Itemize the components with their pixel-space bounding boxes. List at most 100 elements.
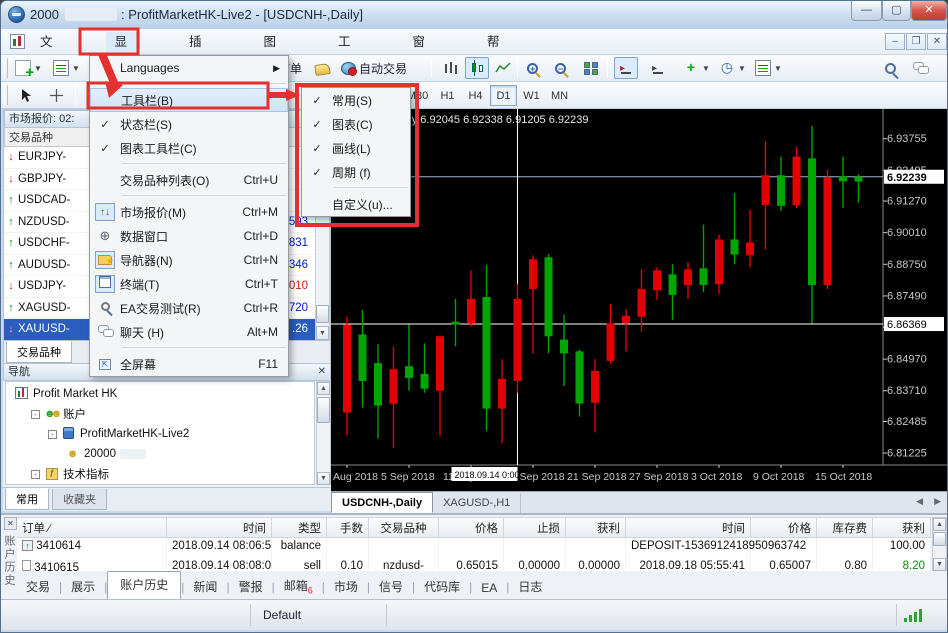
- menu-item-工具T[interactable]: 工具(T): [338, 35, 354, 89]
- crosshair-button[interactable]: [45, 84, 68, 106]
- market-watch-tab-symbols[interactable]: 交易品种: [6, 341, 72, 363]
- minimize-button[interactable]: —: [851, 1, 882, 21]
- autotrading-button[interactable]: 自动交易: [337, 57, 411, 79]
- view-menu-item-聊天H[interactable]: 聊天 (H) Alt+M: [90, 320, 288, 344]
- scroll-down-icon[interactable]: ▼: [317, 472, 330, 485]
- terminal-tab-EA[interactable]: EA: [481, 581, 498, 595]
- view-menu-item-交易品种列表O[interactable]: 交易品种列表(O) Ctrl+U: [90, 168, 288, 192]
- candlestick-chart-button[interactable]: [465, 57, 489, 79]
- column-header-止损[interactable]: 止损: [504, 517, 566, 538]
- tile-windows-button[interactable]: [579, 57, 603, 79]
- terminal-tab-交易[interactable]: 交易: [26, 580, 51, 594]
- indicators-button[interactable]: + ▼: [679, 57, 714, 79]
- period-button-MN[interactable]: MN: [550, 90, 569, 102]
- chart-shift-button[interactable]: ▸: [614, 57, 638, 79]
- navigator-item-20000[interactable]: ☻ 20000: [10, 444, 314, 464]
- terminal-tab-账户历史[interactable]: 账户历史: [107, 571, 182, 599]
- view-menu-item-状态栏S[interactable]: ✓ 状态栏(S): [90, 112, 288, 136]
- column-header-库存费[interactable]: 库存费: [817, 517, 873, 538]
- close-button[interactable]: ✕: [911, 1, 947, 21]
- view-menu-item-EA交易测试R[interactable]: EA交易测试(R) Ctrl+R: [90, 296, 288, 320]
- column-header-价格[interactable]: 价格: [439, 517, 504, 538]
- toolbars-submenu-item-自定义u[interactable]: 自定义(u)...: [302, 192, 410, 216]
- menu-item-显示V[interactable]: 显示(V): [105, 32, 141, 89]
- zoom-in-button[interactable]: +: [523, 57, 542, 79]
- column-header-时间[interactable]: 时间: [626, 517, 751, 538]
- history-center-button[interactable]: [311, 57, 334, 79]
- terminal-tab-展示[interactable]: 展示: [71, 580, 96, 594]
- menu-item-图表C[interactable]: 图表(C): [263, 35, 281, 89]
- scrollbar-thumb[interactable]: [317, 397, 330, 423]
- title-bar[interactable]: 2000 : ProfitMarketHK-Live2 - [USDCNH-,D…: [1, 1, 947, 29]
- toolbars-submenu-item-图表C[interactable]: ✓ 图表(C): [302, 112, 410, 136]
- chat-button[interactable]: [909, 57, 933, 79]
- navigator-item-技术指标[interactable]: - f 技术指标: [10, 464, 314, 484]
- column-header-订单 ∕[interactable]: 订单 ∕: [17, 517, 167, 538]
- zoom-out-button[interactable]: −: [551, 57, 570, 79]
- toolbars-submenu-item-画线L[interactable]: ✓ 画线(L): [302, 136, 410, 160]
- scroll-up-icon[interactable]: ▲: [933, 518, 946, 531]
- menu-item-插入I[interactable]: 插入(I): [189, 35, 202, 89]
- terminal-tab-代码库[interactable]: 代码库: [424, 580, 461, 594]
- chart-minimize-button[interactable]: –: [885, 33, 905, 50]
- column-header-手数[interactable]: 手数: [327, 517, 369, 538]
- chart-window-icon[interactable]: [10, 34, 25, 49]
- toolbar-grip[interactable]: [4, 85, 8, 105]
- scroll-down-icon[interactable]: ▼: [316, 326, 329, 340]
- line-chart-button[interactable]: [491, 57, 515, 79]
- column-header-获利[interactable]: 获利: [873, 517, 931, 538]
- view-menu-item-终端T[interactable]: 终端(T) Ctrl+T: [90, 272, 288, 296]
- price-chart[interactable]: 6.937556.924956.912706.900106.887506.874…: [331, 109, 947, 491]
- terminal-tab-信号[interactable]: 信号: [379, 580, 404, 594]
- navigator-item-账户[interactable]: - ☻☻ 账户: [10, 404, 314, 424]
- chart-tab-USDCNH-,Daily[interactable]: USDCNH-,Daily: [331, 492, 434, 513]
- view-menu-item-数据窗口[interactable]: ⊕ 数据窗口 Ctrl+D: [90, 224, 288, 248]
- view-menu-item-导航器N[interactable]: ★ 导航器(N) Ctrl+N: [90, 248, 288, 272]
- view-menu-item-全屏幕[interactable]: ⇱ 全屏幕 F11: [90, 352, 288, 376]
- terminal-scrollbar[interactable]: ▲ ▼: [932, 517, 947, 571]
- scroll-down-icon[interactable]: ▼: [933, 558, 946, 571]
- templates-button[interactable]: ▼: [751, 57, 786, 79]
- new-chart-button[interactable]: ▼: [11, 57, 46, 81]
- column-header-时间[interactable]: 时间: [167, 517, 272, 538]
- column-header-类型[interactable]: 类型: [272, 517, 327, 538]
- menu-item-窗口W[interactable]: 窗口(W): [412, 35, 433, 89]
- period-button-H4[interactable]: H4: [468, 90, 483, 102]
- scrollbar-thumb[interactable]: [316, 305, 329, 323]
- toolbars-submenu-item-常用S[interactable]: ✓ 常用(S): [302, 88, 410, 112]
- chart-tabs-right-icon[interactable]: ▶: [934, 496, 941, 506]
- navigator-item-Profit-Market-HK[interactable]: Profit Market HK: [10, 384, 314, 404]
- view-menu-item-工具栏B[interactable]: 工具栏(B): [90, 88, 288, 112]
- menu-item-帮助H[interactable]: 帮助(H): [487, 35, 504, 89]
- view-menu-item-市场报价M[interactable]: ↑↓ 市场报价(M) Ctrl+M: [90, 200, 288, 224]
- column-header-获利[interactable]: 获利: [566, 517, 626, 538]
- view-menu-item-Languages[interactable]: Languages ▶: [90, 56, 288, 80]
- navigator-item-ProfitMarketHK-Live2[interactable]: - ProfitMarketHK-Live2: [10, 424, 314, 444]
- search-button[interactable]: [881, 57, 900, 79]
- close-icon[interactable]: ✕: [317, 366, 326, 377]
- menu-item-文件F[interactable]: 文件(F): [40, 35, 56, 89]
- terminal-tab-邮箱[interactable]: 邮箱6: [283, 578, 313, 595]
- tree-expander-icon[interactable]: -: [48, 429, 57, 439]
- column-header-交易品种[interactable]: 交易品种: [369, 517, 439, 538]
- tree-expander-icon[interactable]: -: [31, 409, 40, 419]
- bar-chart-button[interactable]: [439, 57, 463, 79]
- toolbar-grip[interactable]: [4, 58, 8, 78]
- scrollbar-thumb[interactable]: [933, 532, 946, 546]
- toolbars-submenu-item-周期f[interactable]: ✓ 周期 (f): [302, 160, 410, 184]
- chart-tab-XAGUSD-,H1[interactable]: XAGUSD-,H1: [433, 493, 522, 514]
- column-header-价格[interactable]: 价格: [751, 517, 817, 538]
- tree-expander-icon[interactable]: -: [31, 469, 40, 479]
- navigator-tab-common[interactable]: 常用: [5, 488, 49, 510]
- chart-restore-button[interactable]: ❐: [906, 33, 926, 50]
- chart-close-button[interactable]: ✕: [927, 33, 947, 50]
- navigator-tab-favorites[interactable]: 收藏夹: [52, 489, 108, 510]
- chart-tabs-left-icon[interactable]: ◀: [916, 496, 923, 506]
- period-button-D1[interactable]: D1: [490, 85, 517, 106]
- restore-button[interactable]: ▢: [882, 1, 911, 21]
- periods-button[interactable]: ◷ ▼: [715, 57, 750, 79]
- view-menu-item-图表工具栏C[interactable]: ✓ 图表工具栏(C): [90, 136, 288, 160]
- terminal-close-icon[interactable]: ✕: [4, 517, 17, 530]
- auto-scroll-button[interactable]: ▸: [646, 57, 670, 79]
- profiles-button[interactable]: ▼: [49, 57, 84, 79]
